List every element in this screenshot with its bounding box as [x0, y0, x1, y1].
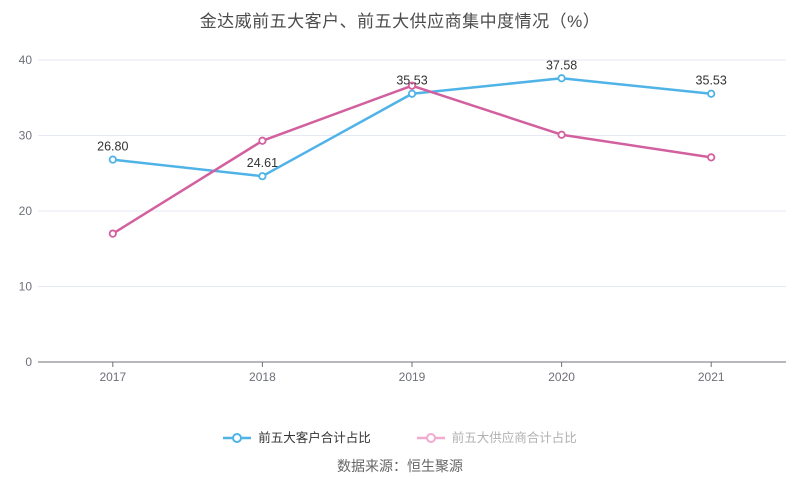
data-point-label: 35.53	[696, 74, 727, 88]
legend: 前五大客户合计占比 前五大供应商合计占比	[0, 428, 800, 448]
data-point	[258, 136, 267, 145]
line-series-marker-icon	[416, 433, 445, 443]
data-point	[557, 130, 566, 139]
data-point	[407, 89, 417, 98]
legend-label-suppliers: 前五大供应商合计占比	[451, 431, 577, 445]
y-axis-tick-label: 30	[19, 129, 33, 143]
data-point-label: 24.61	[247, 156, 278, 170]
x-axis-tick-label: 2017	[99, 370, 126, 384]
data-point	[108, 229, 117, 238]
y-axis-tick-label: 0	[25, 355, 32, 369]
y-axis-tick-label: 10	[19, 280, 33, 294]
line-chart: 0 10 20 30 40 2017 2018 2019 2020 2021 26.80 24.61 3…	[19, 53, 786, 384]
data-point	[707, 89, 716, 98]
x-axis-tick-label: 2021	[698, 370, 725, 384]
data-point-label: 37.58	[546, 58, 577, 72]
data-point	[707, 153, 716, 162]
data-source-text: 数据来源：恒生聚源	[337, 458, 463, 474]
x-axis-tick-label: 2019	[399, 370, 426, 384]
y-axis-tick-label: 40	[19, 53, 33, 67]
line-series-marker-icon	[223, 433, 252, 443]
data-point	[108, 155, 117, 164]
x-axis-tick-label: 2018	[249, 370, 276, 384]
legend-label-customers: 前五大客户合计占比	[258, 431, 371, 445]
data-point	[557, 74, 566, 83]
legend-item-suppliers[interactable]: 前五大供应商合计占比	[416, 428, 577, 448]
chart-title: 金达威前五大客户、前五大供应商集中度情况（%）	[199, 12, 601, 31]
data-point-label: 26.80	[97, 140, 128, 154]
data-point-label: 35.53	[396, 74, 427, 88]
y-axis-tick-label: 20	[19, 204, 33, 218]
legend-item-customers[interactable]: 前五大客户合计占比	[223, 428, 371, 448]
data-point	[407, 81, 417, 90]
x-axis-tick-label: 2020	[548, 370, 575, 384]
data-point	[258, 172, 267, 181]
